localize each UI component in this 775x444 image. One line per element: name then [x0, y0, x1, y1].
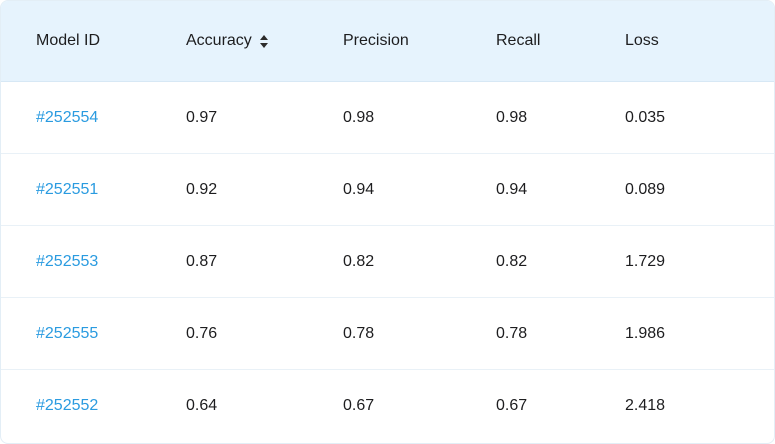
- loss-cell: 0.035: [625, 108, 666, 126]
- accuracy-cell: 0.92: [186, 180, 218, 198]
- column-header-label: Accuracy: [186, 32, 252, 49]
- model-id-cell: #252553: [36, 226, 98, 297]
- sort-descending-icon: [259, 42, 268, 48]
- table-header: Model ID Accuracy Precision Recall Loss: [1, 1, 774, 82]
- model-id-cell: #252555: [36, 298, 98, 369]
- column-header-precision: Precision: [343, 1, 409, 81]
- loss-cell: 2.418: [625, 396, 666, 414]
- column-header-label: Model ID: [36, 32, 101, 49]
- column-header-label: Recall: [496, 32, 541, 49]
- model-id-link[interactable]: #252554: [36, 108, 99, 126]
- recall-cell: 0.98: [496, 108, 528, 126]
- model-id-link[interactable]: #252551: [36, 180, 99, 198]
- table-body: #252554 0.97 0.98 0.98 0.035 #252551 0.9…: [1, 82, 774, 441]
- model-id-cell: #252551: [36, 154, 98, 225]
- table-row: #252551 0.92 0.94 0.94 0.089: [1, 154, 774, 226]
- column-header-model-id: Model ID: [36, 1, 100, 81]
- table-row: #252553 0.87 0.82 0.82 1.729: [1, 226, 774, 298]
- model-id-cell: #252554: [36, 82, 98, 153]
- loss-cell: 1.729: [625, 252, 666, 270]
- recall-cell: 0.78: [496, 324, 528, 342]
- precision-cell: 0.67: [343, 396, 375, 414]
- model-id-link[interactable]: #252555: [36, 324, 99, 342]
- table-row: #252552 0.64 0.67 0.67 2.418: [1, 370, 774, 441]
- recall-cell: 0.82: [496, 252, 528, 270]
- table-row: #252555 0.76 0.78 0.78 1.986: [1, 298, 774, 370]
- model-id-link[interactable]: #252552: [36, 396, 99, 414]
- model-id-cell: #252552: [36, 370, 98, 441]
- column-header-recall: Recall: [496, 1, 540, 81]
- precision-cell: 0.78: [343, 324, 375, 342]
- accuracy-cell: 0.97: [186, 108, 218, 126]
- column-header-loss: Loss: [625, 1, 659, 81]
- recall-cell: 0.67: [496, 396, 528, 414]
- column-header-accuracy[interactable]: Accuracy: [186, 1, 268, 81]
- accuracy-cell: 0.76: [186, 324, 218, 342]
- accuracy-cell: 0.64: [186, 396, 218, 414]
- sort-ascending-icon: [259, 34, 268, 40]
- loss-cell: 1.986: [625, 324, 666, 342]
- precision-cell: 0.82: [343, 252, 375, 270]
- model-id-link[interactable]: #252553: [36, 252, 99, 270]
- sort-icon[interactable]: [259, 34, 268, 48]
- recall-cell: 0.94: [496, 180, 528, 198]
- accuracy-cell: 0.87: [186, 252, 218, 270]
- column-header-label: Precision: [343, 32, 409, 49]
- precision-cell: 0.94: [343, 180, 375, 198]
- loss-cell: 0.089: [625, 180, 666, 198]
- precision-cell: 0.98: [343, 108, 375, 126]
- table-row: #252554 0.97 0.98 0.98 0.035: [1, 82, 774, 154]
- column-header-label: Loss: [625, 32, 659, 49]
